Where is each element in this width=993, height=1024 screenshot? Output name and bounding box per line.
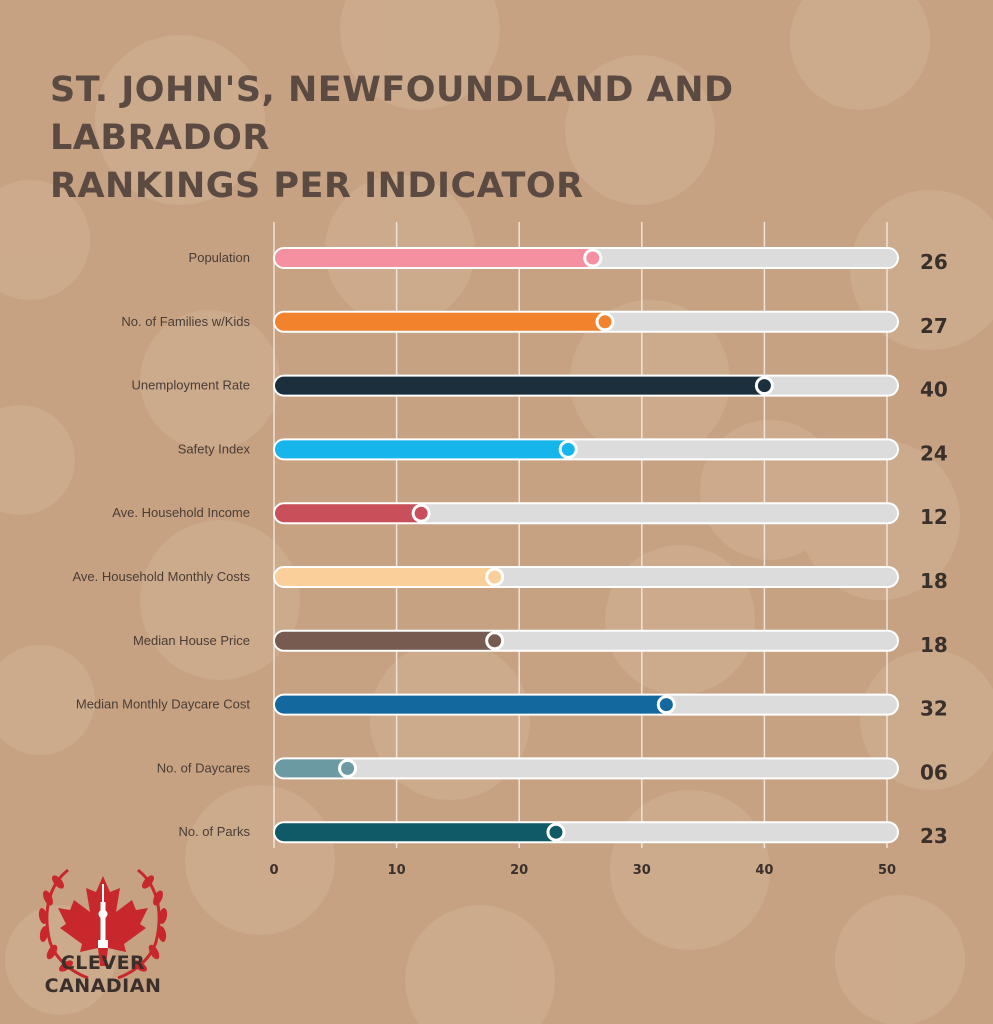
bar-end-marker (485, 631, 505, 651)
bar-fill (275, 504, 427, 523)
bar-fill (275, 695, 672, 714)
clever-canadian-logo (38, 868, 168, 980)
bar-end-marker (338, 758, 358, 778)
bar-row: Unemployment Rate 40 (132, 374, 948, 402)
x-tick-label: 10 (388, 863, 406, 878)
bar-row: Median Monthly Daycare Cost 32 (76, 693, 948, 721)
value-label: 12 (920, 505, 948, 529)
value-label: 06 (920, 760, 948, 784)
bar-end-marker (583, 248, 603, 268)
category-label: Median House Price (133, 633, 250, 648)
brand-name-line-2: CANADIAN (44, 975, 162, 997)
bar-end-marker (595, 312, 615, 332)
chart-title: ST. JOHN'S, NEWFOUNDLAND AND LABRADOR RA… (50, 66, 960, 210)
bar-row: No. of Families w/Kids 27 (121, 310, 948, 338)
value-label: 24 (920, 441, 948, 465)
value-label: 40 (920, 378, 948, 402)
x-tick-label: 0 (269, 863, 278, 878)
bar-track (273, 757, 899, 780)
category-label: Median Monthly Daycare Cost (76, 697, 251, 712)
chart-title-line-1: ST. JOHN'S, NEWFOUNDLAND AND LABRADOR (50, 70, 734, 158)
value-label: 26 (920, 250, 948, 274)
category-label: No. of Daycares (157, 760, 251, 775)
category-label: No. of Families w/Kids (121, 314, 250, 329)
bar-fill (275, 631, 500, 650)
bar-row: Population 26 (189, 247, 948, 274)
x-tick-label: 40 (755, 863, 773, 878)
category-label: Ave. Household Monthly Costs (72, 569, 250, 584)
bar-row: Ave. Household Income 12 (112, 502, 948, 529)
x-tick-label: 50 (878, 863, 896, 878)
laurel-right-icon (117, 868, 168, 980)
bar-end-marker (411, 503, 431, 523)
category-label: Safety Index (178, 441, 251, 456)
cn-tower-icon (98, 884, 108, 948)
value-label: 32 (920, 697, 948, 721)
bar-fill (275, 312, 611, 331)
value-label: 18 (920, 569, 948, 593)
bars: Population 26 No. of Families w/Kids 27 Unem… (72, 247, 948, 848)
bar-fill (275, 823, 561, 842)
bar-end-marker (546, 822, 566, 842)
bar-fill (275, 440, 574, 459)
bar-end-marker (558, 439, 578, 459)
laurel-left-icon (38, 868, 89, 980)
x-axis-ticks: 0 10 20 30 40 50 (269, 863, 896, 878)
bar-row: Median House Price 18 (133, 629, 948, 657)
category-label: No. of Parks (178, 824, 250, 839)
bar-fill (275, 759, 353, 778)
value-label: 23 (920, 824, 948, 848)
bar-fill (275, 376, 770, 395)
bar-fill (275, 249, 598, 267)
x-tick-label: 30 (633, 863, 651, 878)
bar-end-marker (656, 695, 676, 715)
bar-fill (275, 568, 500, 586)
bar-end-marker (485, 567, 505, 587)
bar-track (273, 502, 899, 525)
category-label: Unemployment Rate (132, 378, 251, 393)
bar-row: Ave. Household Monthly Costs 18 (72, 566, 948, 593)
chart-title-line-2: RANKINGS PER INDICATOR (50, 166, 584, 206)
category-label: Ave. Household Income (112, 505, 250, 520)
brand-name-line-1: CLEVER (60, 952, 146, 974)
bar-row: No. of Parks 23 (178, 821, 948, 848)
bar-row: Safety Index 24 (178, 438, 948, 465)
bar-row: No. of Daycares 06 (157, 757, 948, 784)
category-label: Population (189, 250, 250, 265)
x-tick-label: 20 (510, 863, 528, 878)
value-label: 27 (920, 314, 948, 338)
value-label: 18 (920, 633, 948, 657)
bar-end-marker (754, 376, 774, 396)
